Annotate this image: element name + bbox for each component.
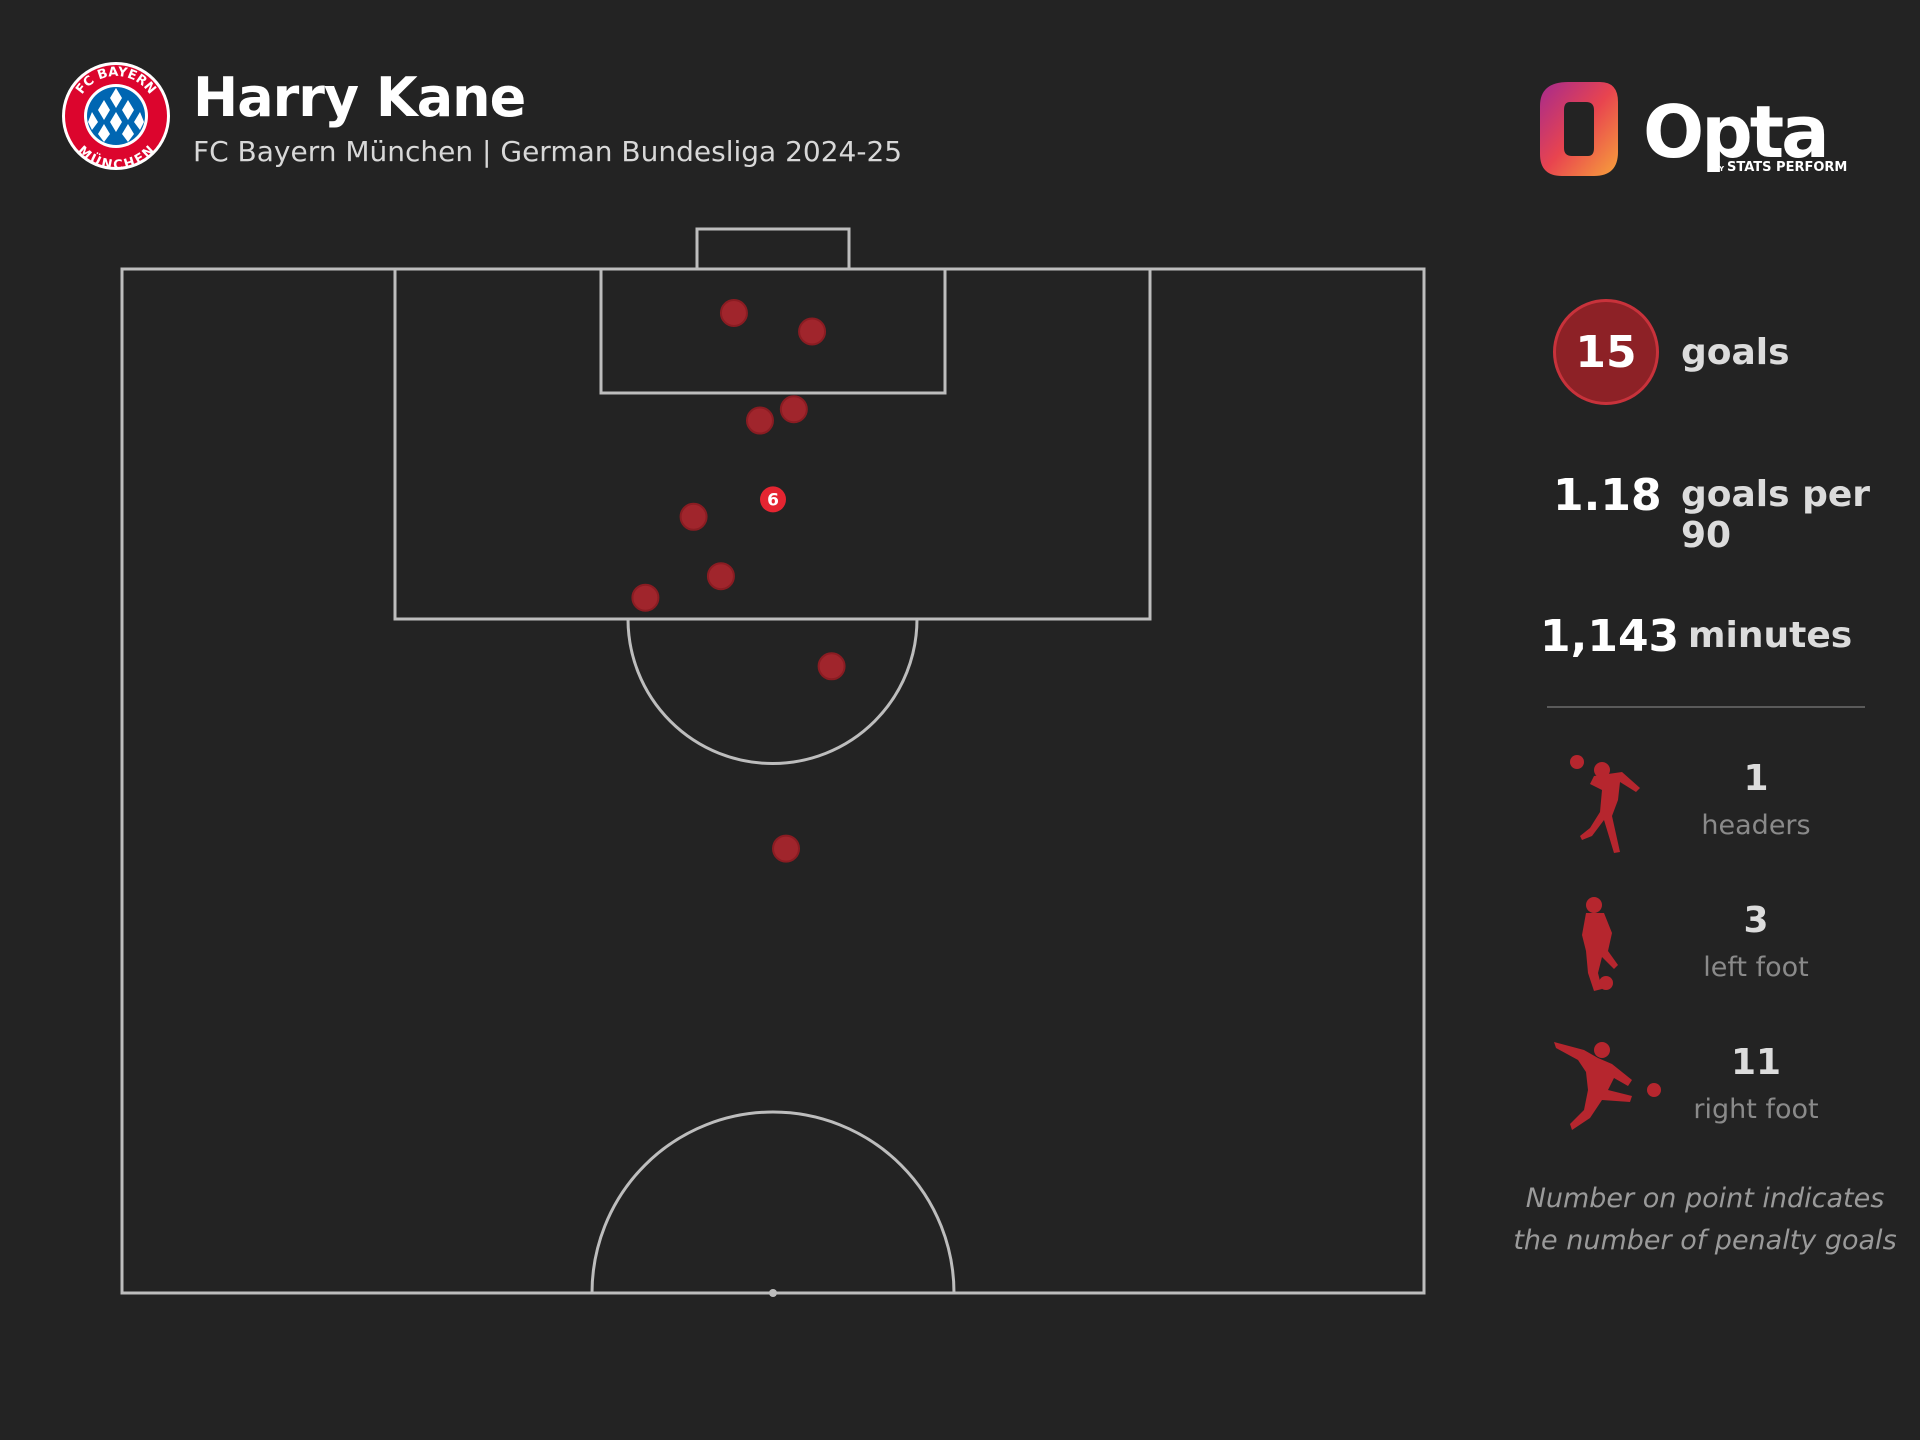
goal-marker	[798, 317, 827, 346]
penalty-goal-count-label: 6	[767, 490, 779, 510]
goal-marker	[779, 395, 808, 424]
center-circle	[590, 1110, 956, 1294]
left-foot-label: left foot	[1703, 952, 1809, 983]
penalty-note-line2: the number of penalty goals	[1513, 1225, 1897, 1256]
left-foot-player-icon	[1582, 897, 1618, 991]
goal-marker	[745, 406, 774, 435]
stats-divider	[1547, 706, 1865, 708]
goals-label: goals	[1681, 332, 1790, 373]
minutes-label: minutes	[1688, 615, 1853, 656]
goal-marker	[706, 562, 735, 591]
center-spot	[769, 1289, 777, 1297]
right-foot-player-icon	[1554, 1042, 1661, 1130]
goal-marker	[719, 299, 748, 328]
goals-per-90-label: goals per 90	[1681, 474, 1871, 556]
team-competition-subtitle: FC Bayern München | German Bundesliga 20…	[193, 135, 903, 168]
goals-count-badge: 15	[1553, 299, 1659, 405]
opta-wordmark: Opta	[1643, 90, 1830, 174]
right-foot-count: 11	[1730, 1042, 1782, 1083]
goal-marker	[679, 502, 708, 531]
six-yard-box	[599, 267, 947, 395]
penalty-arc	[626, 618, 919, 765]
headers-count: 1	[1743, 758, 1769, 799]
goal-markers: 6	[631, 299, 846, 863]
goal-marker	[631, 583, 660, 612]
penalty-goal-marker	[760, 486, 786, 513]
headers-label: headers	[1701, 810, 1811, 841]
penalty-note-line1: Number on point indicates	[1525, 1183, 1885, 1214]
opta-tagline: BY STATS PERFORM	[1714, 160, 1847, 175]
minutes-value: 1,143	[1540, 611, 1680, 662]
header-player-icon	[1570, 755, 1640, 853]
player-name-title: Harry Kane	[193, 66, 526, 129]
opta-logo-icon: Opta BY STATS PERFORM	[1530, 72, 1860, 192]
opta-by: BY	[1714, 165, 1725, 173]
fc-bayern-crest-icon: FC BAYERN MÜNCHEN	[62, 62, 170, 172]
penalty-note: Number on point indicates the number of …	[1500, 1178, 1910, 1262]
left-foot-count: 3	[1743, 900, 1769, 941]
goal-marker	[772, 834, 801, 863]
goals-per-90-value: 1.18	[1553, 470, 1662, 521]
right-foot-label: right foot	[1693, 1094, 1819, 1125]
penalty-area	[393, 267, 1152, 621]
goal-frame	[695, 227, 851, 271]
opta-tagline-text: STATS PERFORM	[1727, 160, 1848, 175]
goal-marker	[817, 652, 846, 681]
